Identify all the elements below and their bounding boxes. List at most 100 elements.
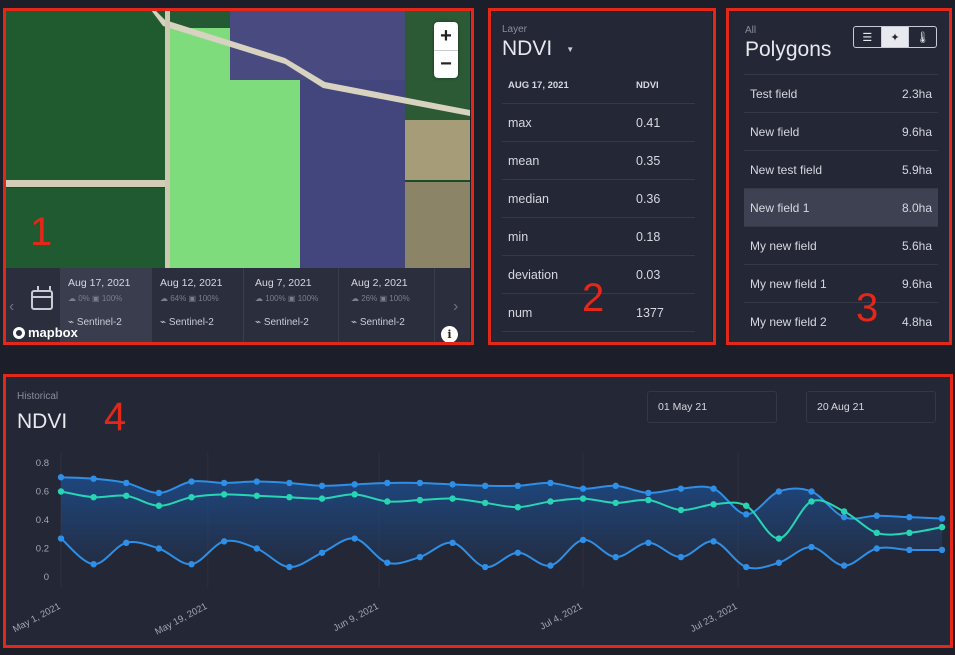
mean-data-point [743,502,750,509]
y-tick-label: 0.2 [36,544,49,555]
stat-name: median [508,191,549,206]
max-data-point [416,479,424,487]
layer-select[interactable]: NDVI ▼ [502,37,574,61]
y-tick-label: 0.6 [36,487,49,498]
timeline-prev-icon[interactable]: ‹ [9,298,15,315]
mean-data-point [481,499,489,507]
timeline-item[interactable]: Aug 12, 2021 ☁ 64% ▣ 100% ⌁ Sentinel-2 [152,268,244,343]
min-data-point [710,538,717,545]
mean-data-point [514,503,522,511]
polygon-item[interactable]: My new field 1 9.6ha [744,264,938,302]
polygon-item[interactable]: My new field 5.6ha [744,226,938,264]
mean-data-point [808,498,815,505]
satellite-map[interactable] [5,10,470,268]
timeline-item[interactable]: Aug 7, 2021 ☁ 100% ▣ 100% ⌁ Sentinel-2 [247,268,339,343]
date-to-input[interactable]: 20 Aug 21 [806,391,936,423]
view-toggle: ☰ ✦ 🌡 [853,26,937,48]
stat-name: num [508,305,533,320]
min-data-point [155,545,163,552]
map-panel: + − ‹ Aug 17, 2021 ☁ 0% ▣ 100% ⌁ Sentine… [5,10,470,343]
polygon-item[interactable]: New test field 5.9ha [744,150,938,188]
source-label: Sentinel-2 [263,317,309,328]
x-tick-label: Jul 23, 2021 [689,601,740,635]
mean-data-point [123,492,130,499]
max-data-point [645,489,652,497]
mean-data-point [612,499,619,507]
zoom-in-button[interactable]: + [440,24,452,47]
cloud-percent: 0% [78,294,90,303]
min-data-point [547,562,554,569]
info-button[interactable]: i [441,326,458,343]
polygon-list: Test field 2.3ha New field 9.6ha New test … [744,74,938,340]
cloud-percent: 100% [265,294,286,303]
polygon-item[interactable]: My new field 2 4.8ha [744,302,938,340]
min-data-point [579,536,587,544]
mean-data-point [906,529,913,537]
polygon-item[interactable]: New field 1 8.0ha [744,188,938,226]
min-data-point [57,535,65,542]
polygon-item[interactable]: New field 9.6ha [744,112,938,150]
calendar-icon[interactable] [31,286,53,310]
min-data-point [743,563,750,571]
mean-data-point [775,535,783,542]
stats-header-layer: NDVI [636,80,659,91]
stats-row: median 0.36 [502,180,695,218]
max-data-point [481,482,489,489]
polygon-item[interactable]: Test field 2.3ha [744,74,938,112]
max-data-point [612,482,619,489]
polygon-area: 5.6ha [901,238,932,253]
timeline-source: ⌁ Sentinel-2 [68,317,122,328]
min-data-point [123,539,130,546]
mean-data-point [384,498,391,505]
max-data-point [840,513,848,521]
min-data-point [677,553,685,561]
mean-data-point [449,495,456,502]
min-data-point [449,539,456,546]
mean-data-point [416,496,424,504]
timeline-date: Aug 7, 2021 [255,277,312,289]
timeline-item[interactable]: Aug 2, 2021 ☁ 26% ▣ 100% ⌁ Sentinel-2 [343,268,435,343]
stats-row: min 0.18 [502,218,695,256]
polygon-name: My new field 2 [750,314,827,329]
weather-icon[interactable]: 🌡 [915,31,930,44]
x-tick-label: Jul 4, 2021 [538,601,584,633]
max-data-point [938,515,946,522]
min-data-point [840,562,848,569]
annotation-label-1: 1 [30,210,53,254]
mean-data-point [645,496,652,504]
mean-series-line [60,490,943,540]
timeline-item[interactable]: Aug 17, 2021 ☁ 0% ▣ 100% ⌁ Sentinel-2 [60,268,152,343]
mean-data-point [286,494,293,501]
mean-data-point [155,502,163,509]
satellite-icon[interactable]: ✦ [881,27,910,47]
polygon-name: New field 1 [750,200,810,215]
max-data-point [743,511,750,518]
polygon-area: 9.6ha [901,276,932,291]
date-from-input[interactable]: 01 May 21 [647,391,777,423]
timeline-date: Aug 12, 2021 [160,277,223,289]
max-data-point [384,479,391,487]
max-data-point [90,475,97,482]
timeline-next-icon[interactable]: › [453,298,459,315]
zoom-out-button[interactable]: − [434,50,458,78]
polygon-area: 2.3ha [901,86,932,101]
timeline-date: Aug 17, 2021 [68,277,131,289]
max-data-point [906,513,913,521]
stats-header: AUG 17, 2021 NDVI [502,68,695,104]
mean-data-point [253,492,260,499]
polygon-area: 9.6ha [901,124,932,139]
mapbox-logo-text: mapbox [28,325,78,340]
polygon-name: New test field [750,162,823,177]
mean-data-point [351,491,358,498]
polygons-panel: All Polygons ☰ ✦ 🌡 Test field 2.3ha New f… [730,10,950,343]
min-data-point [318,549,326,556]
caret-down-icon: ▼ [566,44,575,54]
coverage-percent: 100% [297,294,319,303]
stats-row: num 1377 [502,294,695,332]
list-icon[interactable]: ☰ [854,27,882,47]
polygons-title: Polygons [745,38,832,61]
annotation-label-2: 2 [582,276,605,320]
mean-data-point [90,494,97,501]
polygon-area: 4.8ha [901,314,932,329]
timeline-date: Aug 2, 2021 [351,277,408,289]
